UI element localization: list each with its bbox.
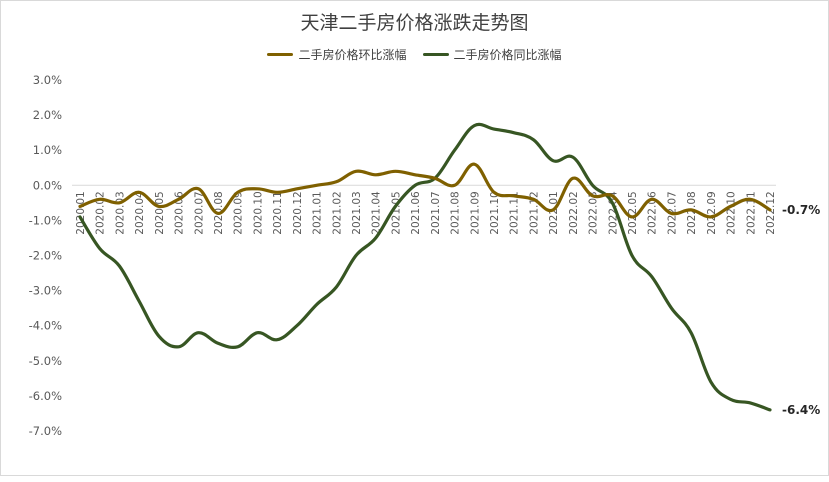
y-tick-label: -7.0% xyxy=(29,424,62,438)
x-tick-label: 2021.02 xyxy=(331,191,343,234)
x-tick-label: 2022.09 xyxy=(706,191,718,234)
x-tick-label: 2021.03 xyxy=(351,191,363,234)
y-tick-label: 0.0% xyxy=(33,178,62,192)
y-tick-label: -4.0% xyxy=(29,319,62,333)
x-tick-label: 2020.05 xyxy=(154,191,166,234)
x-tick-label: 2021.07 xyxy=(430,191,442,234)
x-tick-label: 2020.07 xyxy=(193,191,205,234)
series-line-mom xyxy=(78,162,772,219)
end-label-mom: -0.7% xyxy=(782,203,820,217)
legend: 二手房价格环比涨幅 二手房价格同比涨幅 xyxy=(0,46,829,63)
x-tick-label: 2022.01 xyxy=(548,191,560,234)
x-tick-label: 2020.11 xyxy=(272,191,284,234)
x-tick-label: 2020.04 xyxy=(134,191,146,235)
x-tick-label: 2021.11 xyxy=(509,191,521,234)
x-tick-label: 2020.02 xyxy=(95,191,107,234)
x-tick-label: 2020.12 xyxy=(292,191,304,234)
y-tick-label: -5.0% xyxy=(29,354,62,368)
legend-swatch-mom xyxy=(267,53,294,56)
x-tick-label: 2021.09 xyxy=(469,191,481,234)
x-tick-label: 2021.04 xyxy=(371,191,383,235)
y-tick-label: 3.0% xyxy=(33,73,62,87)
y-tick-label: -6.0% xyxy=(29,389,62,403)
x-tick-label: 2020.03 xyxy=(114,191,126,234)
x-tick-label: 2022.05 xyxy=(627,191,639,234)
legend-item-yoy: 二手房价格同比涨幅 xyxy=(422,46,562,63)
end-label-yoy: -6.4% xyxy=(782,403,820,417)
x-tick-label: 2021.06 xyxy=(410,191,422,235)
y-tick-label: 2.0% xyxy=(33,108,62,122)
legend-label-mom: 二手房价格环比涨幅 xyxy=(298,48,407,62)
series-line-yoy xyxy=(78,122,772,412)
y-tick-label: -3.0% xyxy=(29,284,62,298)
y-tick-label: 1.0% xyxy=(33,143,62,157)
y-tick-label: -2.0% xyxy=(29,249,62,263)
x-tick-label: 2022.08 xyxy=(686,191,698,234)
x-tick-label: 2022.11 xyxy=(745,191,757,234)
x-tick-label: 2021.08 xyxy=(450,191,462,234)
x-tick-label: 2022.02 xyxy=(568,191,580,234)
x-tick-label: 2020.10 xyxy=(252,191,264,234)
y-tick-label: -1.0% xyxy=(29,213,62,227)
x-tick-label: 2021.10 xyxy=(489,191,501,234)
x-tick-label: 2022.12 xyxy=(765,191,777,234)
x-tick-label: 2022.03 xyxy=(588,191,600,234)
x-tick-label: 2022.10 xyxy=(726,191,738,234)
x-tick-label: 2020.09 xyxy=(233,191,245,234)
legend-item-mom: 二手房价格环比涨幅 xyxy=(267,46,407,63)
x-tick-label: 2021.01 xyxy=(312,191,324,234)
legend-swatch-yoy xyxy=(422,53,449,56)
x-tick-label: 2022.06 xyxy=(647,191,659,235)
legend-label-yoy: 二手房价格同比涨幅 xyxy=(453,48,562,62)
chart-title: 天津二手房价格涨跌走势图 xyxy=(300,12,529,34)
